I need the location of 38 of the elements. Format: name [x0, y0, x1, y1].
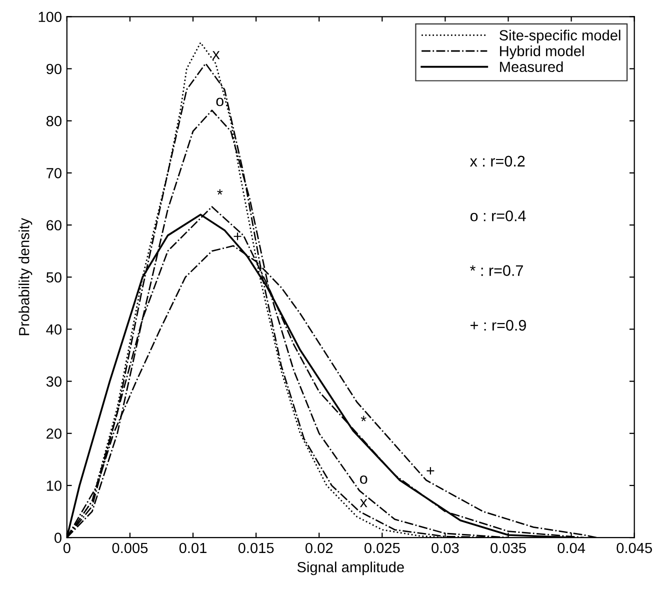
y-tick-label: 100: [38, 12, 62, 22]
annotation: *: [217, 189, 223, 195]
x-tick-label: 0: [63, 542, 70, 554]
x-axis-title: Signal amplitude: [297, 562, 404, 576]
annotation: o : r=0.4: [470, 210, 526, 222]
y-tick-label: 20: [46, 428, 62, 439]
y-axis-title: Probability density: [18, 218, 32, 336]
y-tick-label: 60: [46, 220, 62, 230]
y-tick-label: 70: [46, 168, 62, 178]
legend-label: Site-specific model: [500, 30, 620, 44]
x-tick-label: 0.045: [616, 542, 652, 554]
x-tick-label: 0.01: [179, 542, 206, 554]
y-tick-label: 50: [46, 272, 62, 283]
x-tick-label: 0.04: [558, 542, 586, 554]
annotation: +: [234, 232, 242, 240]
annotation: *: [360, 416, 366, 422]
annotation: * : r=0.7: [470, 265, 523, 276]
annotation: o: [360, 475, 368, 484]
x-tick-label: 0.02: [305, 542, 333, 554]
x-tick-label: 0.03: [432, 542, 459, 554]
x-tick-label: 0.005: [112, 542, 148, 554]
y-tick-label: 40: [46, 324, 62, 335]
annotation: x : r=0.2: [470, 156, 525, 167]
y-tick-label: 30: [46, 376, 62, 387]
annotation: + : r=0.9: [470, 320, 526, 331]
x-tick-label: 0.025: [364, 542, 400, 554]
x-tick-label: 0.015: [238, 542, 274, 554]
y-tick-label: 80: [46, 116, 62, 126]
y-tick-label: 10: [46, 480, 62, 491]
x-tick-label: 0.035: [490, 542, 526, 554]
annotation: +: [426, 467, 434, 475]
annotation: o: [216, 98, 224, 106]
y-tick-label: 0: [54, 532, 62, 543]
annotation: x: [212, 51, 220, 60]
y-tick-label: 90: [46, 64, 62, 74]
legend-label: Hybrid model: [500, 46, 584, 60]
annotation: x: [360, 499, 368, 508]
legend-label: Measured: [500, 61, 563, 72]
